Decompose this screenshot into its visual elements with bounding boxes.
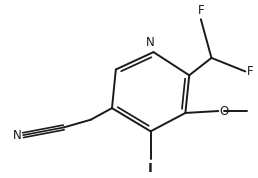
Text: O: O: [219, 104, 228, 117]
Text: I: I: [148, 162, 153, 175]
Text: N: N: [146, 36, 155, 49]
Text: N: N: [13, 129, 21, 142]
Text: F: F: [198, 4, 204, 17]
Text: F: F: [247, 65, 254, 78]
